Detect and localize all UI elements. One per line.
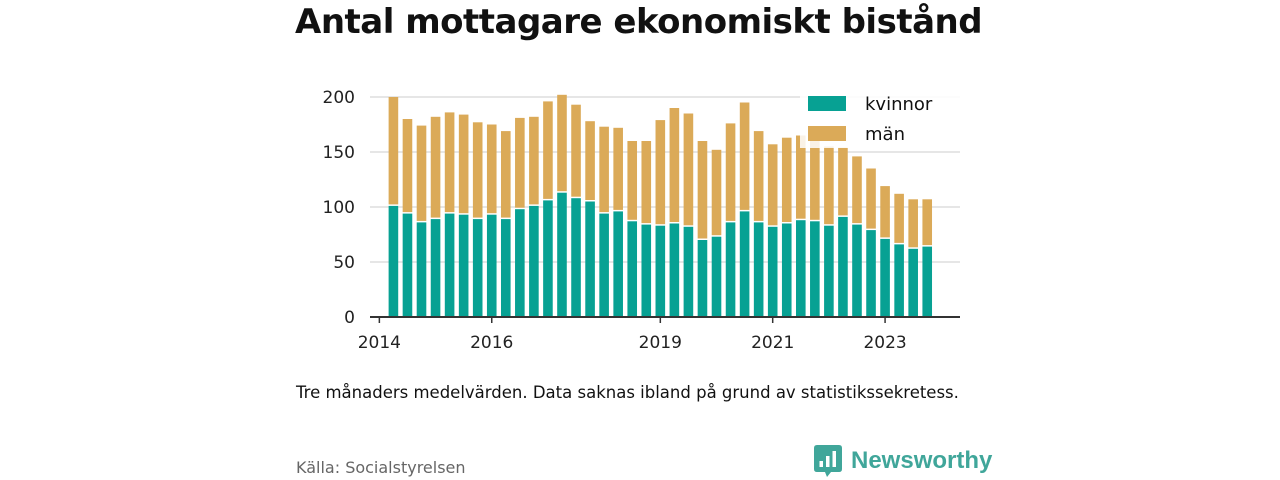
chart-title: Antal mottagare ekonomiskt bistånd — [295, 2, 983, 42]
newsworthy-brand[interactable]: Newsworthy — [814, 445, 992, 477]
bar-man — [613, 127, 623, 210]
bar-man — [697, 141, 708, 239]
bar-kvinnor — [599, 213, 609, 317]
bar-man — [515, 117, 525, 208]
bar-man — [557, 94, 567, 192]
bar-kvinnor — [753, 222, 764, 317]
bar-man — [641, 141, 652, 224]
bar-man — [824, 146, 834, 225]
x-tick-label: 2016 — [470, 333, 513, 353]
bar-kvinnor — [908, 248, 918, 317]
bar-man — [781, 137, 792, 222]
bar-man — [669, 108, 680, 222]
chart-note: Tre månaders medelvärden. Data saknas ib… — [296, 383, 959, 402]
bar-kvinnor — [641, 224, 652, 317]
bar-man — [402, 119, 413, 213]
bar-kvinnor — [880, 238, 890, 317]
bar-kvinnor — [529, 205, 539, 317]
bar-man — [416, 125, 427, 221]
bar-man — [486, 124, 497, 214]
bar-man — [795, 135, 806, 219]
bar-man — [458, 114, 469, 214]
bar-man — [627, 141, 638, 220]
bar-kvinnor — [824, 225, 834, 317]
bar-man — [852, 156, 862, 224]
bar-man — [444, 112, 455, 213]
bar-man — [500, 131, 511, 218]
bar-kvinnor — [486, 214, 497, 317]
bar-kvinnor — [571, 198, 581, 317]
bar-kvinnor — [388, 205, 399, 317]
bar-kvinnor — [416, 222, 427, 317]
bar-man — [880, 186, 890, 238]
bar-man — [908, 199, 918, 248]
bar-kvinnor — [627, 221, 638, 317]
bar-kvinnor — [669, 223, 680, 317]
bar-kvinnor — [767, 226, 778, 317]
source-credit: Källa: Socialstyrelsen — [296, 458, 466, 477]
y-tick-label: 200 — [323, 88, 355, 108]
bar-kvinnor — [697, 240, 708, 317]
x-tick-label: 2014 — [358, 333, 401, 353]
bar-kvinnor — [725, 222, 736, 317]
legend-label: män — [865, 124, 905, 145]
bar-man — [655, 120, 666, 225]
bar-kvinnor — [444, 213, 455, 317]
legend-swatch — [808, 96, 846, 111]
y-tick-label: 50 — [333, 253, 355, 273]
bar-kvinnor — [810, 221, 820, 317]
bar-kvinnor — [866, 230, 876, 317]
bar-kvinnor — [781, 223, 792, 317]
bar-man — [725, 123, 736, 221]
x-tick-label: 2021 — [751, 333, 794, 353]
bar-man — [529, 116, 539, 205]
bar-man — [894, 193, 904, 243]
bar-man — [753, 131, 764, 221]
y-tick-label: 100 — [323, 198, 355, 218]
y-tick-label: 150 — [323, 143, 355, 163]
bar-kvinnor — [500, 219, 511, 317]
bar-man — [683, 113, 694, 226]
bar-kvinnor — [894, 244, 904, 317]
legend-swatch — [808, 126, 846, 141]
bar-man — [810, 136, 820, 220]
bar-man — [571, 104, 581, 197]
bar-man — [585, 121, 595, 200]
bar-kvinnor — [557, 192, 567, 317]
bar-man — [767, 144, 778, 226]
bar-kvinnor — [683, 226, 694, 317]
bar-kvinnor — [515, 209, 525, 317]
bar-kvinnor — [852, 224, 862, 317]
bar-kvinnor — [472, 219, 483, 317]
bar-man — [430, 116, 441, 218]
bar-kvinnor — [739, 211, 750, 317]
bar-kvinnor — [795, 220, 806, 317]
newsworthy-logo-icon — [814, 445, 842, 477]
bar-kvinnor — [613, 211, 623, 317]
x-tick-label: 2023 — [863, 333, 906, 353]
bar-man — [739, 102, 750, 210]
bar-man — [543, 101, 553, 199]
bar-kvinnor — [430, 219, 441, 317]
x-tick-label: 2019 — [639, 333, 682, 353]
bar-kvinnor — [922, 246, 933, 317]
y-tick-label: 0 — [344, 308, 355, 328]
bar-man — [472, 122, 483, 218]
bar-kvinnor — [543, 200, 553, 317]
bar-man — [922, 199, 933, 246]
bar-man — [388, 97, 399, 205]
bar-man — [866, 168, 876, 229]
bar-man — [599, 126, 609, 213]
bar-kvinnor — [585, 201, 595, 317]
bar-kvinnor — [711, 236, 722, 317]
bar-kvinnor — [402, 213, 413, 317]
bar-kvinnor — [458, 214, 469, 317]
legend-label: kvinnor — [865, 94, 933, 115]
bar-man — [711, 149, 722, 236]
brand-name: Newsworthy — [851, 447, 993, 474]
bar-kvinnor — [655, 225, 666, 317]
bar-man — [838, 147, 848, 216]
bar-kvinnor — [838, 216, 848, 317]
